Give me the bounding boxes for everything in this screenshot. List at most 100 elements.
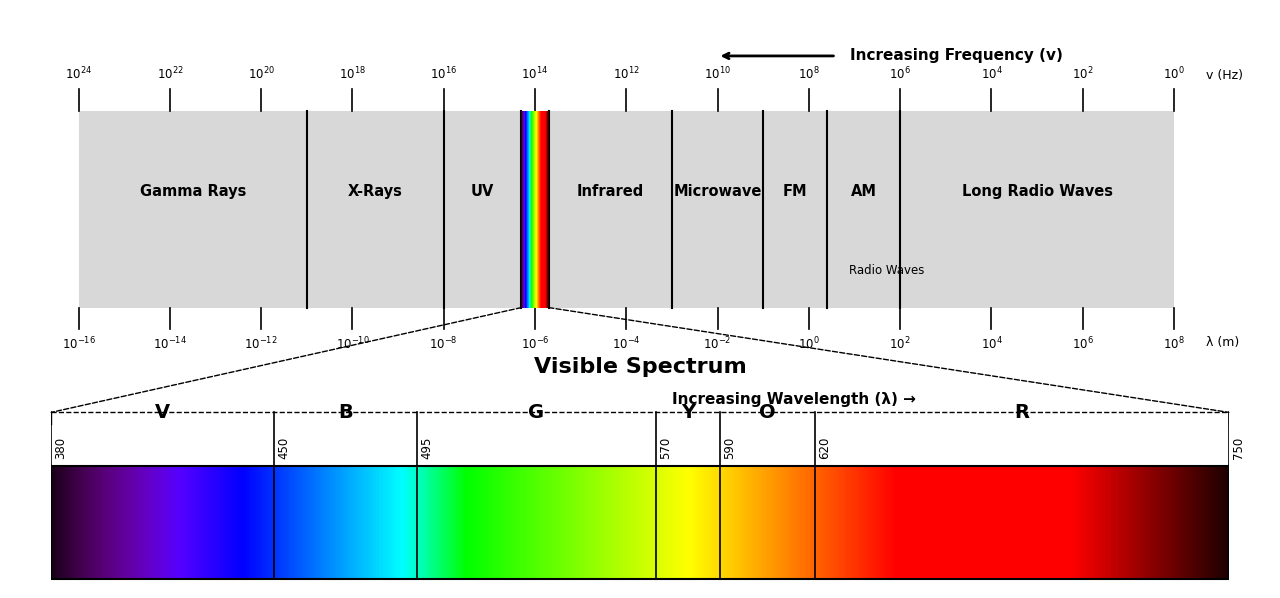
Bar [430, 466, 434, 579]
Bar [230, 466, 233, 579]
Bar [206, 466, 210, 579]
Bar [559, 466, 563, 579]
Bar [492, 466, 495, 579]
Bar [253, 466, 257, 579]
Text: Infrared: Infrared [577, 184, 644, 199]
Text: $10^{10}$: $10^{10}$ [704, 66, 731, 83]
Bar [1170, 466, 1174, 579]
Bar [399, 466, 403, 579]
Bar [511, 466, 513, 579]
Bar [1162, 466, 1166, 579]
Bar [1192, 466, 1194, 579]
Bar [124, 466, 128, 579]
Bar [334, 466, 337, 579]
Bar [1144, 466, 1147, 579]
Bar [1069, 466, 1071, 579]
Bar [897, 466, 900, 579]
Bar [838, 466, 841, 579]
Bar [553, 466, 557, 579]
Bar [856, 466, 860, 579]
Bar [974, 466, 978, 579]
Bar [666, 466, 669, 579]
Bar [648, 466, 650, 579]
Bar [268, 466, 271, 579]
Bar [859, 466, 863, 579]
Bar [1226, 466, 1230, 579]
Bar [56, 466, 59, 579]
Bar [51, 466, 1229, 579]
Bar [396, 466, 398, 579]
Bar [312, 466, 316, 579]
Bar [1080, 466, 1084, 579]
Bar [517, 466, 521, 579]
Bar [548, 466, 552, 579]
Bar [623, 466, 627, 579]
Bar [51, 466, 55, 579]
Bar [1005, 466, 1009, 579]
Bar [191, 466, 193, 579]
Bar [424, 466, 426, 579]
Bar [988, 466, 992, 579]
Bar [876, 466, 879, 579]
Text: λ (m): λ (m) [1206, 335, 1239, 349]
Text: $10^{12}$: $10^{12}$ [613, 66, 640, 83]
Bar [160, 466, 163, 579]
Bar [1114, 466, 1116, 579]
Bar [534, 466, 538, 579]
Bar [788, 466, 792, 579]
Bar [1198, 466, 1202, 579]
Bar [1167, 466, 1171, 579]
Bar [1189, 466, 1192, 579]
Bar [1178, 466, 1180, 579]
Bar [500, 466, 504, 579]
Bar [59, 466, 61, 579]
Bar [530, 466, 532, 579]
Bar [972, 466, 975, 579]
Bar [317, 466, 321, 579]
Bar [694, 466, 698, 579]
Text: $10^{-10}$: $10^{-10}$ [335, 335, 370, 352]
Bar [261, 466, 264, 579]
Bar [200, 466, 204, 579]
Bar [940, 466, 942, 579]
Bar [110, 466, 114, 579]
Bar [536, 466, 540, 579]
Text: Gamma Rays: Gamma Rays [140, 184, 246, 199]
Bar [861, 466, 865, 579]
Bar [805, 466, 808, 579]
Bar [640, 466, 644, 579]
Bar [1052, 466, 1056, 579]
Bar [82, 466, 86, 579]
Bar [1206, 466, 1208, 579]
Bar [236, 466, 238, 579]
Bar [604, 466, 608, 579]
Bar [1210, 466, 1213, 579]
Bar [942, 466, 945, 579]
Bar [404, 466, 408, 579]
Text: $10^{8}$: $10^{8}$ [1164, 335, 1185, 352]
Bar [1187, 466, 1189, 579]
Bar [570, 466, 572, 579]
Bar [216, 466, 219, 579]
Bar [1030, 466, 1034, 579]
Bar [355, 466, 358, 579]
Bar [146, 466, 148, 579]
Bar [993, 466, 997, 579]
Bar [1179, 466, 1183, 579]
Bar [421, 466, 424, 579]
Bar [205, 466, 207, 579]
Bar [1119, 466, 1121, 579]
Bar [704, 466, 707, 579]
Bar [918, 466, 922, 579]
Bar [822, 466, 824, 579]
Bar [357, 466, 361, 579]
Bar [906, 466, 910, 579]
Bar [662, 466, 664, 579]
Bar [699, 466, 703, 579]
Bar [1016, 466, 1020, 579]
Bar [562, 466, 566, 579]
Bar [797, 466, 801, 579]
Bar [925, 466, 928, 579]
Bar [618, 466, 622, 579]
Bar [794, 466, 796, 579]
